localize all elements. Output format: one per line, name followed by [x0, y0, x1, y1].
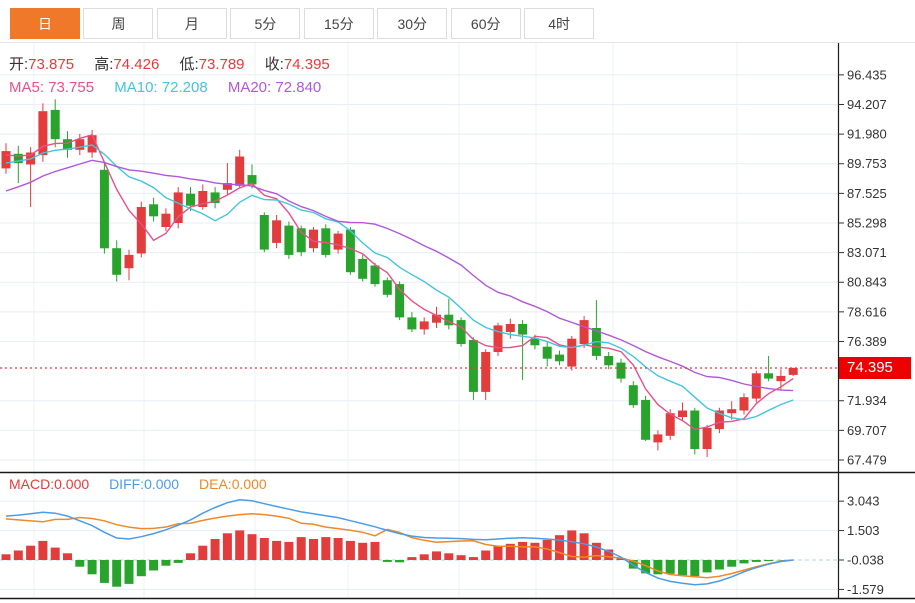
- macd-histogram: [1, 530, 786, 587]
- tab-30min[interactable]: 30分: [377, 8, 448, 39]
- axis-tick-label: 69.707: [847, 423, 887, 438]
- period-tabbar: 日 周 月 5分 15分 30分 60分 4时: [0, 0, 915, 43]
- high-value: 74.426: [113, 56, 160, 73]
- ma10-legend: MA10: 72.208: [114, 79, 208, 96]
- axis-tick-label: 83.071: [847, 245, 887, 260]
- macd-legend: MACD:0.000 DIFF:0.000 DEA:0.000: [9, 476, 283, 492]
- ma5-legend: MA5: 73.755: [9, 79, 95, 96]
- axis-tick-label: 96.435: [847, 67, 887, 82]
- price-axis-labels: 96.435 94.207 91.980 89.753 87.525 85.298 83.0…: [838, 67, 887, 467]
- ma10-line: [5, 144, 794, 421]
- ohlc-legend: 开:73.875 高:74.426 低:73.789 收:74.395: [9, 53, 346, 74]
- candlestick-series: [1, 99, 798, 457]
- open-label: 开:: [9, 56, 29, 73]
- diff-value-label: DIFF:0.000: [109, 476, 180, 492]
- ma20-legend: MA20: 72.840: [227, 79, 322, 96]
- grid: [0, 40, 838, 598]
- last-price-tag: 74.395: [839, 357, 911, 379]
- low-value: 73.789: [198, 56, 245, 73]
- tab-month[interactable]: 月: [156, 8, 227, 39]
- tab-4hour[interactable]: 4时: [524, 8, 595, 39]
- axis-tick-label: 91.980: [847, 127, 887, 142]
- axis-tick-label: 1.503: [847, 523, 880, 538]
- tab-60min[interactable]: 60分: [450, 8, 521, 39]
- axis-tick-label: 94.207: [847, 97, 887, 112]
- ma20-line: [5, 159, 794, 392]
- axis-tick-label: 80.843: [847, 275, 887, 290]
- high-label: 高:: [94, 56, 114, 73]
- axis-tick-label: 78.616: [847, 304, 887, 319]
- close-label: 收:: [264, 56, 284, 73]
- axis-tick-label: 87.525: [847, 186, 887, 201]
- tab-day[interactable]: 日: [10, 8, 80, 39]
- axis-tick-label: 76.389: [847, 334, 887, 349]
- axis-tick-label: -1.579: [847, 582, 884, 597]
- tab-5min[interactable]: 5分: [230, 8, 301, 39]
- dea-line: [5, 512, 794, 579]
- macd-axis-labels: 3.043 1.503 -0.038 -1.579: [838, 494, 884, 597]
- open-value: 73.875: [28, 56, 75, 73]
- axis-tick-label: 67.479: [847, 452, 887, 467]
- close-value: 74.395: [283, 56, 330, 73]
- axis-tick-label: 85.298: [847, 215, 887, 230]
- tab-15min[interactable]: 15分: [303, 8, 374, 39]
- dea-value-label: DEA:0.000: [199, 476, 267, 492]
- macd-value-label: MACD:0.000: [9, 476, 90, 492]
- axis-tick-label: -0.038: [847, 553, 884, 568]
- diff-line: [5, 499, 794, 586]
- low-label: 低:: [179, 56, 199, 73]
- ma-legend: MA5: 73.755 MA10: 72.208 MA20: 72.840: [9, 79, 337, 96]
- tab-week[interactable]: 周: [83, 8, 154, 39]
- axis-tick-label: 89.753: [847, 156, 887, 171]
- axis-tick-label: 71.934: [847, 393, 887, 408]
- axis-tick-label: 3.043: [847, 494, 880, 509]
- chart-frame: [0, 40, 915, 600]
- ma5-line: [5, 134, 794, 431]
